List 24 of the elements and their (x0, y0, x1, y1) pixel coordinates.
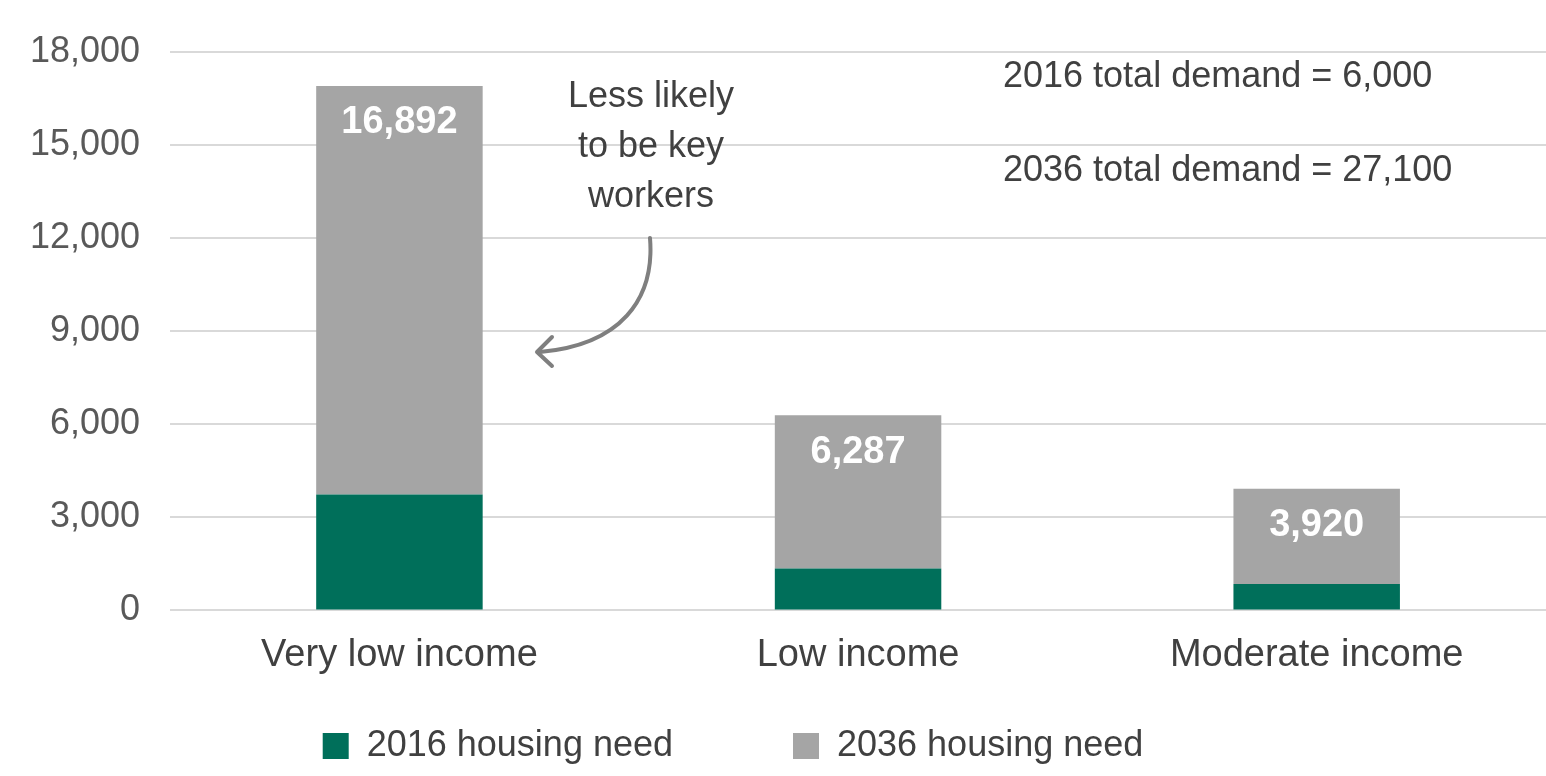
y-tick-label: 0 (120, 587, 141, 629)
y-tick-label: 6,000 (50, 401, 141, 443)
x-tick-label: Moderate income (1169, 631, 1464, 674)
bar (1233, 488, 1400, 585)
total-label: 3,920 (1269, 502, 1365, 545)
bar (316, 86, 483, 495)
bar (774, 568, 942, 610)
y-tick-label: 18,000 (30, 28, 141, 70)
total-label: 16,892 (341, 99, 458, 142)
x-tick-label: Very low income (261, 631, 538, 674)
y-tick-label: 9,000 (50, 307, 141, 349)
x-tick-label: Low income (756, 631, 960, 674)
annotation: 2016 total demand = 6,000 (1003, 53, 1433, 95)
total-label: 6,287 (810, 428, 906, 471)
bar (316, 494, 483, 610)
annotation: Less likely to be key workers (567, 73, 735, 215)
y-tick-label: 3,000 (50, 494, 141, 536)
y-tick-label: 12,000 (30, 214, 141, 256)
y-tick-label: 15,000 (30, 121, 141, 163)
bar (1233, 584, 1400, 610)
legend-label: 2016 housing need (366, 722, 753, 764)
annotation: 2036 total demand = 27,100 (1003, 147, 1453, 189)
bar (774, 415, 942, 569)
legend-label: 2036 housing need (837, 722, 1224, 764)
